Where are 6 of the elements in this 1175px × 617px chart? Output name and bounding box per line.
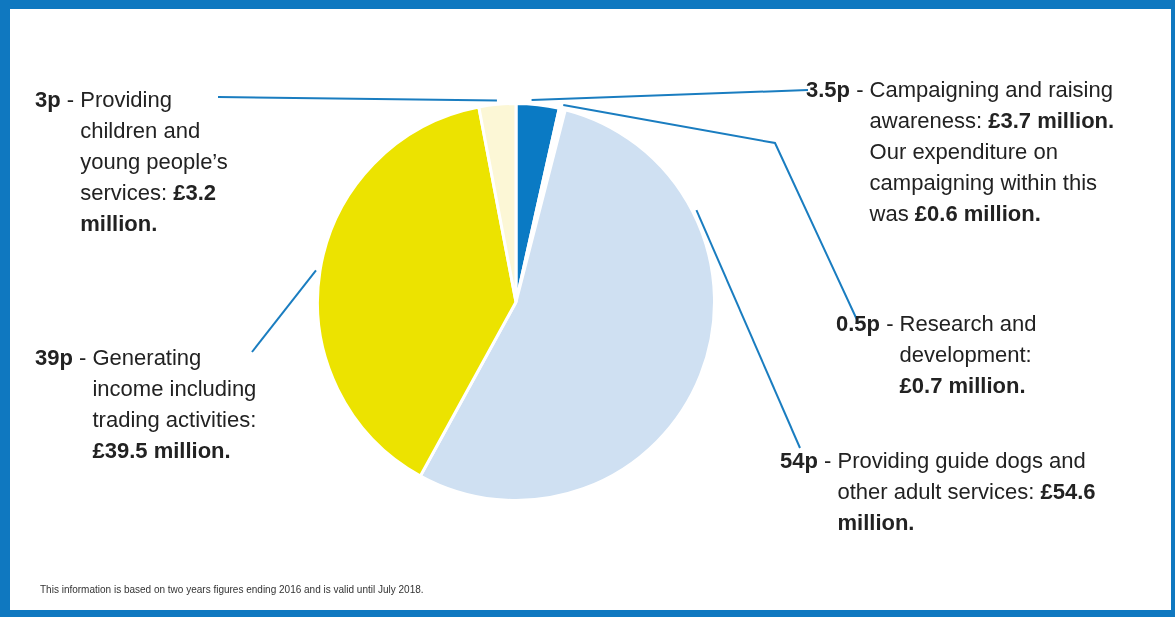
slice-label: 3p - Providing children and young people’s services: £3.2 million. [35, 86, 228, 236]
slice-label: 39p - Generating income including trading activities: £39.5 million. [35, 344, 257, 463]
category-label: 3.5p - Campaigning and raising awareness: £3.7 million. Our expenditure on campaigning within this was £0.6 million. [806, 77, 1115, 226]
slice-label: 0.5p - Research and development: £0.7 million. [836, 310, 1037, 398]
text: This information is based on two years figures ending 2016 and is valid until July 2018. [40, 584, 424, 595]
category-label: 54p - Providing guide dogs and other adult services: £54.6 million. [780, 448, 1096, 535]
